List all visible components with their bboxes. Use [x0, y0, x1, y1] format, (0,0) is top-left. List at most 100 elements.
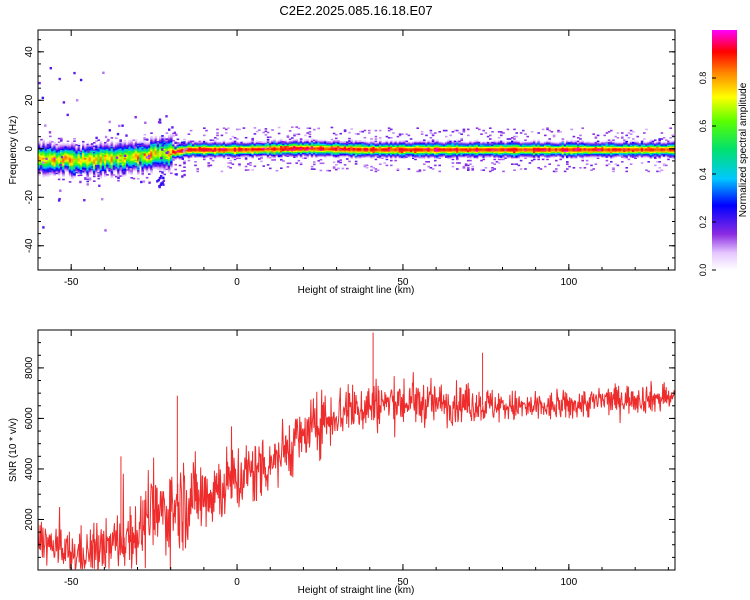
- spectrogram-cell: [517, 150, 521, 152]
- spectrogram-cell: [53, 149, 56, 151]
- spectrogram-cell: [524, 139, 527, 141]
- spectrogram-cell: [262, 131, 265, 134]
- spectrogram-cell: [159, 159, 162, 162]
- spectrogram-cell: [260, 142, 263, 145]
- spectrogram-cell: [229, 149, 232, 151]
- spectrogram-cell: [148, 149, 151, 151]
- spectrogram-cell: [66, 162, 70, 164]
- spectrogram-cell: [572, 135, 576, 138]
- spectrogram-cell: [64, 144, 67, 147]
- spectrogram-cell: [310, 145, 314, 148]
- spectrogram-cell: [66, 159, 70, 162]
- spectrogram-cell: [233, 152, 237, 155]
- spectrogram-cell: [497, 152, 501, 155]
- spectrogram-cell: [49, 160, 52, 163]
- spectrogram-cell: [451, 156, 455, 158]
- spectrogram-cell: [335, 142, 338, 144]
- spectrogram-cell: [161, 163, 164, 166]
- spectrogram-cell: [156, 142, 160, 144]
- spectrogram-cell: [438, 143, 441, 145]
- spectrogram-cell: [55, 158, 59, 160]
- spectrogram-cell: [288, 152, 292, 155]
- spectrogram-cell: [473, 144, 477, 146]
- spectrogram-cell: [495, 145, 499, 147]
- spectrogram-cell: [46, 170, 50, 172]
- spectrogram-cell: [440, 156, 444, 158]
- spectrogram-cell: [436, 140, 439, 143]
- spectrogram-cell: [86, 142, 89, 144]
- spectrogram-cell: [291, 148, 294, 150]
- spectrogram-cell: [552, 149, 556, 151]
- spectrogram-cell: [365, 144, 369, 146]
- spectrogram-cell: [231, 141, 235, 144]
- spectrogram-cell: [77, 149, 81, 151]
- spectrogram-cell: [170, 137, 173, 140]
- spectrogram-cell: [101, 169, 105, 172]
- spectrogram-cell: [222, 146, 226, 149]
- spectrogram-cell: [62, 155, 65, 158]
- spectrogram-cell: [238, 149, 241, 151]
- spectrogram-cell: [99, 144, 103, 146]
- spectrogram-cell: [139, 146, 142, 149]
- spectrogram-cell: [108, 153, 111, 155]
- spectrogram-cell: [438, 131, 441, 133]
- spectrogram-cell: [326, 150, 329, 153]
- spectrogram-cell: [84, 150, 87, 153]
- spectrogram-cell: [621, 155, 624, 157]
- spectrogram-cell: [273, 144, 276, 147]
- spectrogram-cell: [90, 166, 94, 168]
- spectrogram-cell: [304, 140, 307, 143]
- spectrogram-cell: [71, 146, 74, 149]
- spectrogram-cell: [357, 148, 360, 151]
- spectrogram-cell: [101, 143, 105, 145]
- spectrogram-cell: [398, 149, 402, 151]
- spectrogram-cell: [392, 156, 395, 158]
- spectrogram-cell: [183, 166, 186, 168]
- spectrogram-cell: [535, 146, 538, 149]
- spectrogram-cell: [88, 157, 92, 159]
- spectrogram-cell: [508, 152, 512, 155]
- spectrogram-cell: [328, 150, 331, 153]
- spectrogram-cell: [368, 132, 371, 134]
- spectrogram-cell: [456, 147, 459, 150]
- spectrogram-cell: [359, 150, 362, 152]
- spectrogram-cell: [271, 141, 274, 143]
- spectrogram-cell: [159, 167, 162, 169]
- spectrogram-cell: [189, 140, 193, 143]
- spectrogram-cell: [139, 157, 142, 160]
- spectrogram-cell: [159, 145, 162, 148]
- spectrogram-cell: [359, 141, 362, 144]
- spectrogram-cell: [524, 153, 527, 156]
- spectrogram-cell: [238, 150, 241, 152]
- spectrogram-cell: [44, 142, 48, 145]
- spectrogram-cell: [253, 143, 257, 146]
- spectrogram-cell: [401, 147, 404, 150]
- spectrogram-cell: [302, 153, 305, 156]
- spectrogram-cell: [161, 155, 164, 158]
- spectrogram-cell: [497, 131, 501, 133]
- spectrogram-cell: [326, 144, 329, 147]
- spectrogram-cell: [170, 164, 173, 166]
- spectrogram-cell: [119, 140, 122, 143]
- spectrogram-cell: [42, 173, 45, 175]
- spectrogram-cell: [293, 134, 296, 137]
- spectrogram-cell: [99, 161, 103, 163]
- spectrogram-cell: [458, 152, 461, 155]
- spectrogram-cell: [625, 147, 628, 150]
- spectrogram-cell: [139, 166, 142, 168]
- spectrogram-cell: [350, 154, 353, 157]
- spectrogram-cell: [288, 146, 292, 149]
- spectrogram-cell: [150, 142, 153, 144]
- spectrogram-cell: [44, 162, 48, 165]
- spectrogram-cell: [537, 149, 540, 151]
- spectrogram-cell: [126, 147, 129, 149]
- spectrogram-cell: [603, 141, 606, 144]
- spectrogram-cell: [104, 146, 107, 149]
- spectrogram-cell: [251, 152, 254, 154]
- spectrogram-cell: [258, 147, 261, 149]
- spectrogram-cell: [445, 153, 448, 156]
- spectrogram-cell: [86, 174, 89, 177]
- spectrogram-cell: [88, 147, 92, 150]
- spectrogram-cell: [84, 161, 87, 164]
- spectrogram-cell: [346, 151, 349, 153]
